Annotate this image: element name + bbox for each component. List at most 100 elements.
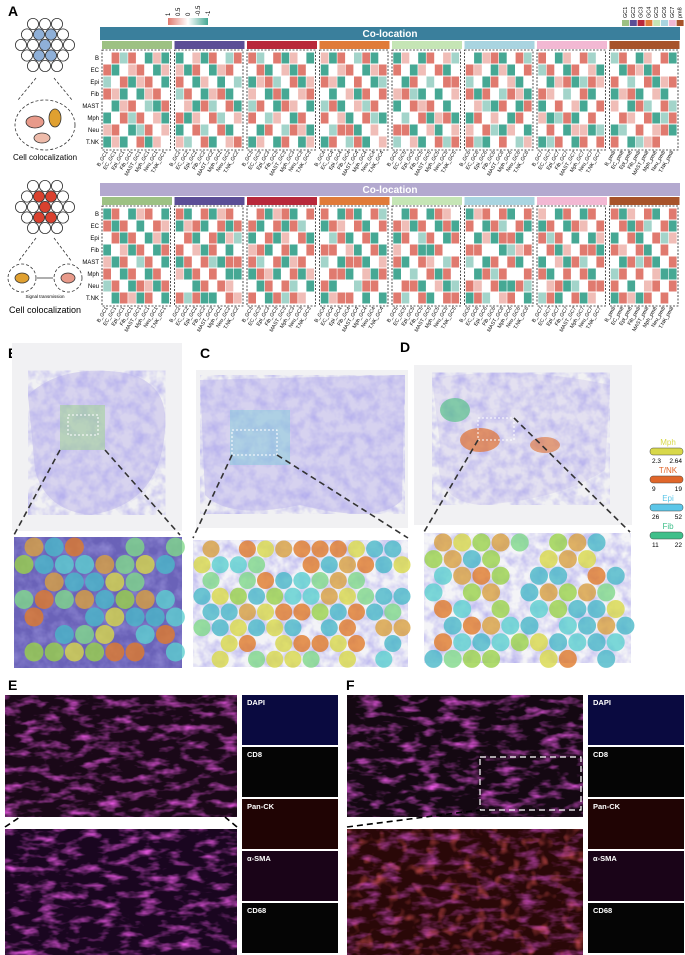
heatmap-cell	[401, 280, 410, 292]
heatmap-cell	[523, 268, 532, 280]
heatmap-cell	[627, 232, 636, 244]
heatmap-cell	[507, 88, 515, 100]
heatmap-cell	[225, 268, 234, 280]
spot	[220, 603, 238, 621]
heatmap-cell	[161, 232, 170, 244]
heatmap-cell	[393, 76, 401, 88]
channel-label: CD68	[247, 906, 266, 915]
heatmap-cell	[515, 232, 524, 244]
heatmap-cell	[434, 292, 443, 304]
heatmap-cell	[248, 112, 256, 124]
heatmap-cell	[474, 52, 482, 64]
channel-label: CD68	[593, 906, 612, 915]
heatmap-cell	[563, 100, 571, 112]
cell-spot	[20, 211, 33, 224]
heatmap-cell	[571, 64, 580, 76]
heatmap-cell	[563, 76, 571, 88]
heatmap-cell	[563, 64, 571, 76]
spot	[329, 540, 347, 558]
heatmap-cell	[546, 232, 555, 244]
spot	[606, 566, 625, 585]
heatmap-cell	[418, 88, 426, 100]
heatmap-cell	[144, 256, 153, 268]
spot	[34, 555, 54, 574]
spot	[165, 607, 185, 627]
heatmap-cell	[281, 52, 290, 64]
spot	[284, 619, 302, 637]
heatmap-cell	[523, 88, 532, 100]
legend-max: 52	[675, 514, 683, 521]
heatmap-cell	[465, 100, 474, 112]
spot	[85, 572, 105, 592]
channel-image	[588, 903, 684, 953]
heatmap-cell	[225, 112, 234, 124]
heatmap-cell	[161, 112, 170, 124]
spot	[433, 599, 453, 619]
heatmap-cell	[273, 220, 281, 232]
heatmap-cell	[635, 268, 644, 280]
heatmap-cell	[393, 208, 401, 220]
heatmap-cell	[610, 208, 619, 220]
spot	[115, 555, 135, 574]
cell-spot	[63, 39, 76, 52]
heatmap-cell	[320, 208, 329, 220]
heatmap-cell	[200, 208, 209, 220]
heatmap-cell	[378, 268, 387, 280]
spot	[293, 571, 311, 590]
spot	[275, 603, 293, 621]
heatmap-cell	[482, 52, 491, 64]
heatmap-cell	[482, 136, 491, 148]
heatmap-cell	[563, 220, 571, 232]
heatmap-cell	[401, 244, 410, 256]
heatmap-cell	[354, 208, 362, 220]
heatmap-cell	[354, 232, 362, 244]
spot	[384, 603, 402, 621]
heatmap-cell	[192, 292, 201, 304]
heatmap-cell	[209, 268, 217, 280]
heatmap-cell	[233, 52, 242, 64]
heatmap-cell	[256, 232, 265, 244]
heatmap-cell	[248, 292, 256, 304]
heatmap-cell	[418, 244, 426, 256]
heatmap-cell	[370, 100, 379, 112]
heatmap-cell	[571, 124, 580, 136]
legend-bar	[649, 447, 684, 456]
spot	[238, 634, 256, 653]
heatmap-cell	[320, 52, 329, 64]
spot	[453, 533, 472, 552]
heatmap-cell	[499, 220, 507, 232]
heatmap-cell	[248, 268, 256, 280]
heatmap-cell	[320, 76, 329, 88]
heatmap-cell	[337, 292, 346, 304]
heatmap-cell	[233, 208, 242, 220]
heatmap-cell	[192, 208, 201, 220]
group-swatch	[676, 20, 684, 26]
heatmap-cell	[610, 76, 619, 88]
heatmap-cell	[192, 220, 201, 232]
heatmap-cell	[378, 64, 387, 76]
spot	[329, 603, 347, 621]
heatmap-cell	[393, 88, 401, 100]
heatmap-cell	[192, 136, 201, 148]
heatmap-cell	[184, 136, 192, 148]
heatmap-cell	[144, 280, 153, 292]
group-swatch	[668, 20, 676, 26]
heatmap-cell	[153, 208, 161, 220]
spot	[293, 634, 311, 653]
spot	[472, 633, 491, 652]
heatmap-cell	[192, 124, 201, 136]
heatmap-cell	[474, 268, 482, 280]
heatmap-cell	[248, 124, 256, 136]
spot	[443, 649, 462, 668]
heatmap-cell	[409, 112, 418, 124]
group-strip	[609, 197, 680, 205]
heatmap-cell	[571, 280, 580, 292]
spot	[202, 571, 220, 590]
heatmap-cell	[644, 88, 652, 100]
heatmap-cell	[490, 124, 499, 136]
heatmap-cell	[233, 136, 242, 148]
heatmap-cell	[596, 208, 605, 220]
heatmap-cell	[289, 232, 298, 244]
heatmap-cell	[153, 256, 161, 268]
heatmap-cell	[136, 88, 145, 100]
